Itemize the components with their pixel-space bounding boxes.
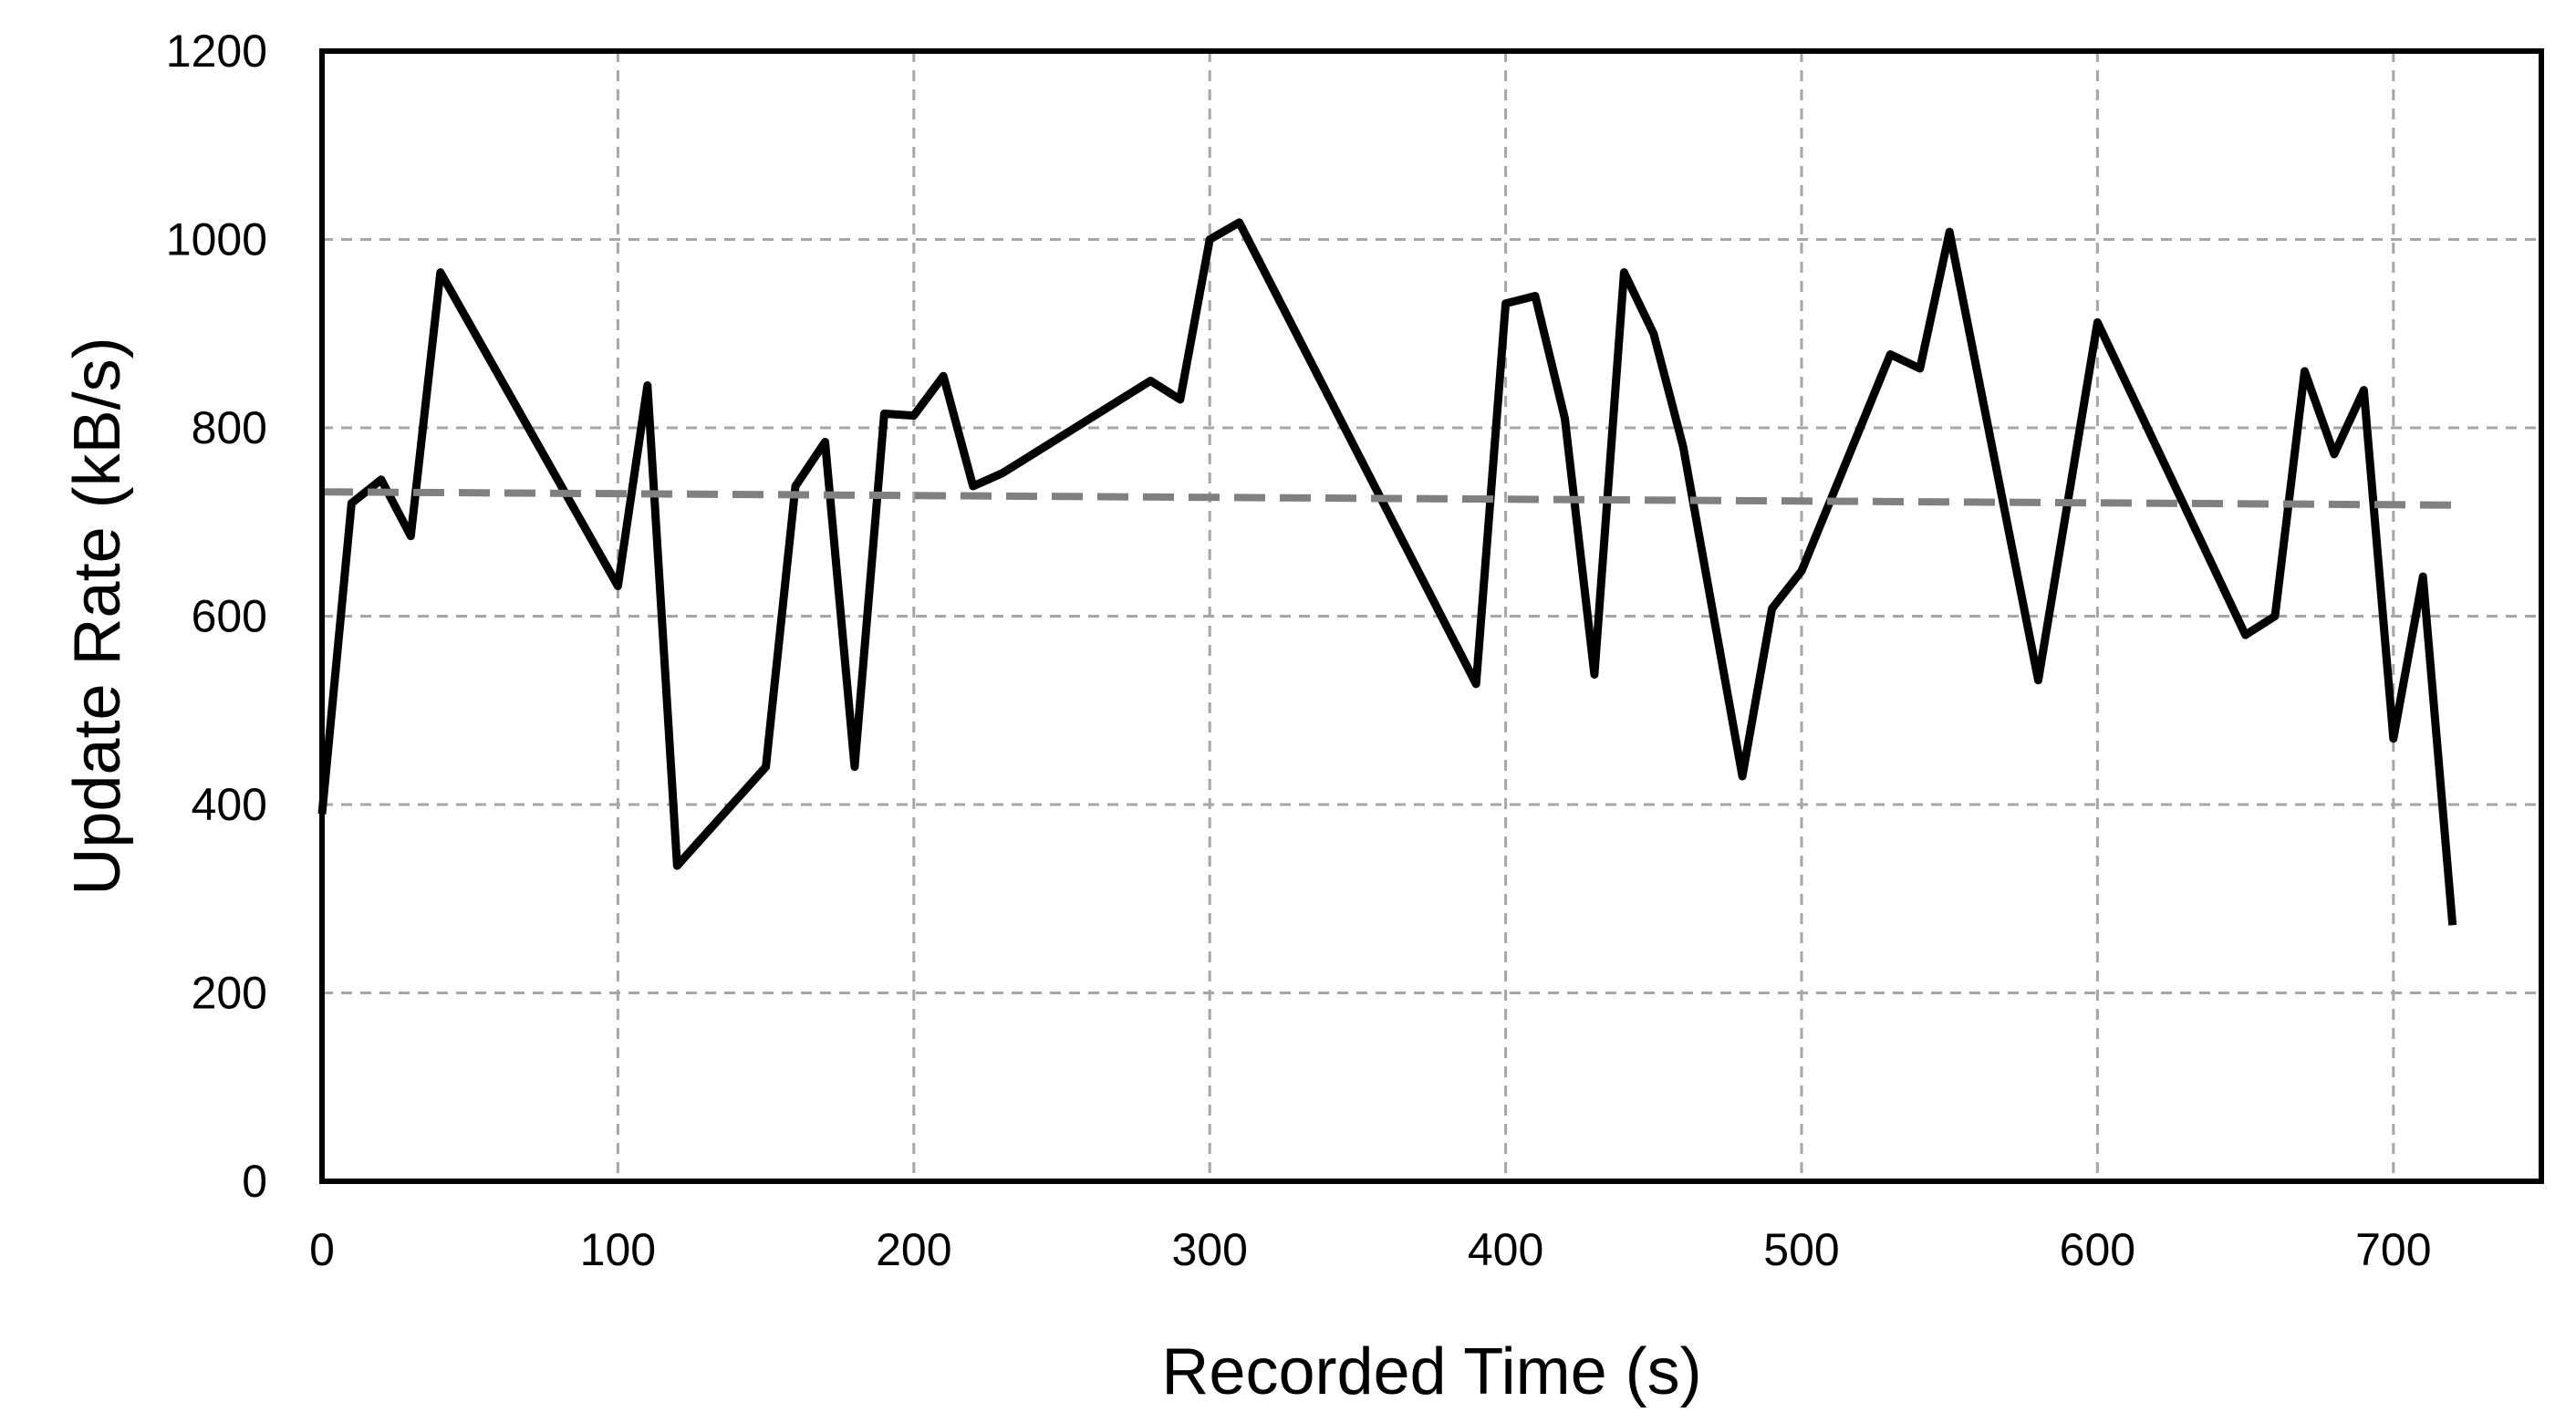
y-axis-title: Update Rate (kB/s) xyxy=(61,337,134,895)
trend-line-dashed xyxy=(321,488,2453,509)
y-tick-label: 400 xyxy=(192,779,267,830)
x-tick-label: 300 xyxy=(1171,1224,1247,1275)
y-tick-label: 600 xyxy=(192,591,267,642)
x-tick-label: 0 xyxy=(309,1224,335,1275)
x-tick-label: 200 xyxy=(876,1224,951,1275)
x-tick-label: 100 xyxy=(580,1224,656,1275)
y-axis-ticks: 0 200 400 600 800 1000 1200 xyxy=(166,26,267,1207)
y-tick-label: 1000 xyxy=(166,214,267,265)
x-tick-label: 700 xyxy=(2355,1224,2431,1275)
series-layer xyxy=(317,218,2457,926)
x-tick-label: 400 xyxy=(1468,1224,1543,1275)
x-axis-ticks: 0 100 200 300 400 500 600 700 xyxy=(309,1224,2431,1275)
update-rate-series-line xyxy=(317,218,2457,926)
grid-lines xyxy=(322,51,2541,1181)
x-tick-label: 600 xyxy=(2060,1224,2135,1275)
y-tick-label: 1200 xyxy=(166,26,267,77)
y-tick-label: 200 xyxy=(192,968,267,1019)
y-tick-label: 800 xyxy=(192,402,267,453)
y-tick-label: 0 xyxy=(242,1156,267,1207)
x-axis-title: Recorded Time (s) xyxy=(1161,1335,1701,1408)
plot-area-frame xyxy=(319,48,2544,1184)
x-tick-label: 500 xyxy=(1763,1224,1839,1275)
